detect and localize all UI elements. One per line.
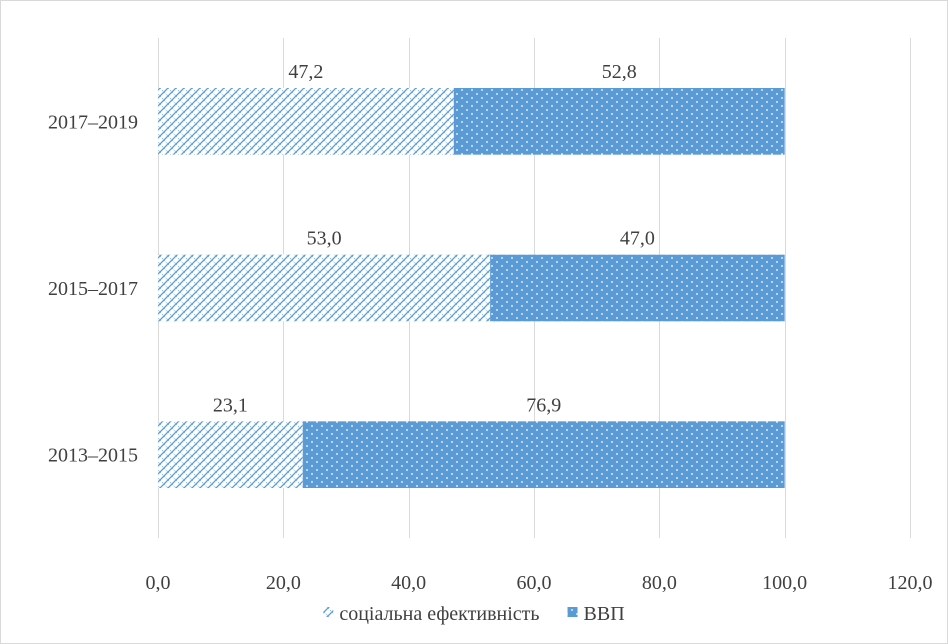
x-tick-label: 120,0 [888, 572, 933, 594]
x-tick-label: 100,0 [762, 572, 807, 594]
category-label: 2017–2019 [48, 111, 138, 133]
x-tick-label: 60,0 [517, 572, 552, 594]
bar-segment [158, 421, 303, 488]
legend-label: ВВП [584, 603, 625, 625]
x-tick-label: 0,0 [146, 572, 171, 594]
legend-swatch [323, 607, 334, 617]
data-label: 52,8 [602, 61, 637, 83]
data-label: 23,1 [213, 394, 248, 416]
data-label: 53,0 [307, 228, 342, 250]
x-tick-label: 80,0 [642, 572, 677, 594]
legend-label: соціальна ефективність [339, 603, 539, 625]
bar-segment [490, 254, 785, 322]
category-label: 2015–2017 [48, 278, 138, 300]
data-label: 47,2 [288, 61, 323, 83]
category-label: 2013–2015 [48, 445, 138, 467]
bar-segment [302, 421, 785, 488]
legend: соціальна ефективність ВВП [323, 603, 625, 625]
x-tick-label: 20,0 [266, 572, 301, 594]
bars [158, 88, 785, 488]
data-label: 47,0 [620, 228, 655, 250]
labels: 0,0 20,0 40,0 60,0 80,0 100,0 120,0 2013–2015 23… [48, 61, 933, 594]
bar-segment [158, 254, 491, 322]
legend-swatch [567, 607, 578, 617]
bar-segment [158, 88, 454, 155]
data-label: 76,9 [526, 394, 561, 416]
bar-segment [453, 88, 785, 155]
x-tick-label: 40,0 [391, 572, 426, 594]
